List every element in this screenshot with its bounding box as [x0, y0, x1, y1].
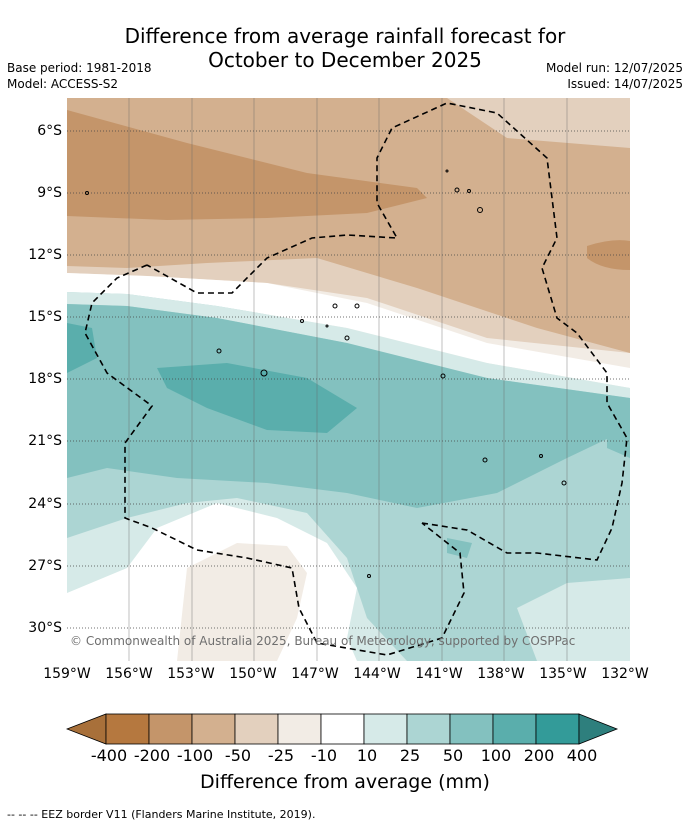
colorbar-swatch-1 — [105, 713, 150, 745]
colorbar-label-neg25: -25 — [267, 746, 295, 765]
colorbar-swatch-8 — [406, 713, 451, 745]
meta-right: Model run: 12/07/2025 Issued: 14/07/2025 — [546, 60, 683, 92]
lat-label-18s: 18°S — [28, 371, 62, 387]
lat-label-12s: 12°S — [28, 247, 62, 263]
lon-label-159w: 159°W — [43, 666, 91, 682]
meta-left: Base period: 1981-2018 Model: ACCESS-S2 — [7, 60, 152, 92]
colorbar-extend-low — [66, 713, 107, 745]
title-line-1: Difference from average rainfall forecas… — [124, 24, 566, 48]
colorbar-swatch-6 — [320, 713, 365, 745]
band-south-dry-patch — [177, 543, 307, 661]
issued-date: Issued: 14/07/2025 — [567, 77, 683, 91]
colorbar-label-neg100: -100 — [176, 746, 214, 765]
island-outlines — [85, 169, 567, 578]
band-wet-100-200 — [157, 363, 357, 433]
colorbar-swatches — [66, 713, 619, 745]
colorbar-label-10: 10 — [356, 746, 378, 765]
colorbar — [66, 713, 619, 745]
colorbar-extend-high — [578, 713, 619, 745]
lat-label-24s: 24°S — [28, 496, 62, 512]
band-near-normal — [67, 273, 630, 388]
title-line-2: October to December 2025 — [208, 48, 482, 72]
colorbar-label-200: 200 — [523, 746, 555, 765]
colorbar-label-100: 100 — [480, 746, 512, 765]
colorbar-swatch-3 — [191, 713, 236, 745]
lat-gridlines — [67, 130, 630, 629]
band-southeast-light — [517, 578, 630, 661]
lon-label-141w: 141°W — [415, 666, 463, 682]
lat-label-9s: 9°S — [37, 185, 62, 201]
lat-label-27s: 27°S — [28, 558, 62, 574]
copyright-notice: © Commonwealth of Australia 2025, Bureau… — [70, 634, 576, 648]
model-name: Model: ACCESS-S2 — [7, 77, 119, 91]
band-wet-east-patch — [607, 418, 630, 458]
band-driest-core — [67, 110, 427, 220]
colorbar-label-neg400: -400 — [90, 746, 128, 765]
lon-gridlines — [128, 98, 568, 661]
lon-label-138w: 138°W — [477, 666, 525, 682]
eez-border-cook-islands — [84, 264, 465, 656]
base-period: Base period: 1981-2018 — [7, 61, 152, 75]
colorbar-swatch-4 — [234, 713, 279, 745]
lon-label-156w: 156°W — [105, 666, 153, 682]
colorbar-label-neg10: -10 — [310, 746, 338, 765]
colorbar-label-25: 25 — [399, 746, 421, 765]
colorbar-label-400: 400 — [566, 746, 598, 765]
lon-label-147w: 147°W — [291, 666, 339, 682]
colorbar-swatch-11 — [535, 713, 580, 745]
lon-label-150w: 150°W — [229, 666, 277, 682]
rainfall-anomaly-map — [67, 98, 630, 661]
band-dry-east-patch — [587, 240, 630, 270]
band-wet-west-patch — [67, 323, 97, 373]
lat-label-15s: 15°S — [28, 309, 62, 325]
colorbar-label-neg200: -200 — [133, 746, 171, 765]
lon-label-153w: 153°W — [167, 666, 215, 682]
model-run: Model run: 12/07/2025 — [545, 61, 683, 75]
colorbar-swatch-10 — [492, 713, 537, 745]
colorbar-swatch-2 — [148, 713, 193, 745]
colorbar-title: Difference from average (mm) — [200, 771, 490, 793]
lon-label-144w: 144°W — [353, 666, 401, 682]
colorbar-swatch-9 — [449, 713, 494, 745]
colorbar-swatch-7 — [363, 713, 408, 745]
colorbar-swatch-5 — [277, 713, 322, 745]
colorbar-label-50: 50 — [442, 746, 464, 765]
lat-label-30s: 30°S — [28, 620, 62, 636]
colorbar-label-neg50: -50 — [224, 746, 252, 765]
eez-border-french-polynesia — [146, 102, 628, 561]
band-wet-light — [67, 292, 630, 398]
band-wet-southeast-patch — [447, 538, 472, 558]
lat-label-6s: 6°S — [37, 123, 62, 139]
map-title: Difference from average rainfall forecas… — [0, 24, 690, 72]
eez-legend-note: -- -- -- EEZ border V11 (Flanders Marine… — [7, 808, 316, 821]
lon-label-132w: 132°W — [601, 666, 649, 682]
lon-label-135w: 135°W — [539, 666, 587, 682]
lat-label-21s: 21°S — [28, 433, 62, 449]
